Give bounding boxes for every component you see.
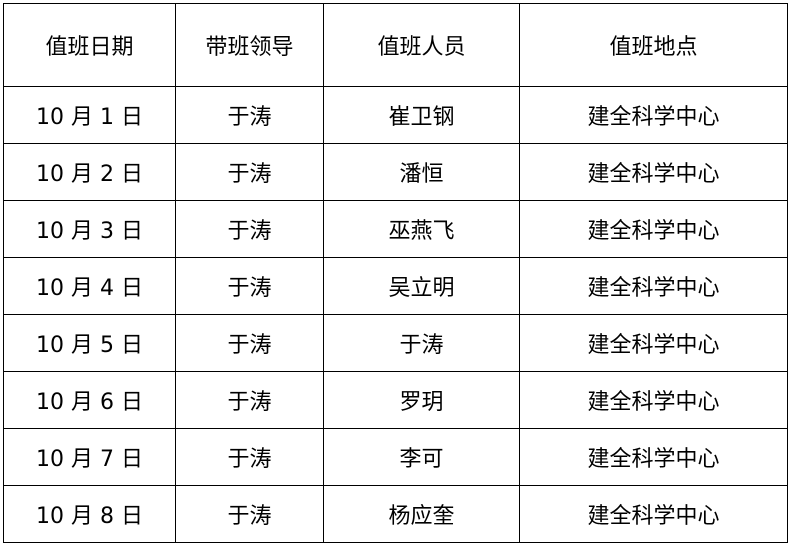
- location-cell: 建全科学中心: [519, 314, 788, 372]
- table-row: 10 月 3 日于涛 巫燕飞 建全科学中心: [3, 200, 788, 258]
- date-cell: 10 月 8 日: [3, 485, 176, 543]
- table-row: 10 月 5 日于涛 于涛 建全科学中心: [3, 314, 788, 372]
- table-row: 10 月 4 日于涛 吴立明 建全科学中心: [3, 257, 788, 315]
- header-staff: 值班人员: [323, 3, 520, 87]
- leader-cell: 于涛: [175, 314, 324, 372]
- leader-cell: 于涛: [175, 257, 324, 315]
- table-row: 10 月 6 日于涛 罗玥 建全科学中心: [3, 371, 788, 429]
- staff-cell: 杨应奎: [323, 485, 520, 543]
- location-cell: 建全科学中心: [519, 485, 788, 543]
- staff-cell: 巫燕飞: [323, 200, 520, 258]
- date-cell: 10 月 1 日: [3, 86, 176, 144]
- staff-cell: 李可: [323, 428, 520, 486]
- location-cell: 建全科学中心: [519, 86, 788, 144]
- staff-cell: 罗玥: [323, 371, 520, 429]
- date-cell: 10 月 3 日: [3, 200, 176, 258]
- duty-schedule-table: 值班日期 带班领导 值班人员 值班地点 10 月 1 日于涛 崔卫钢 建全科学中心 1…: [3, 3, 788, 543]
- leader-cell: 于涛: [175, 143, 324, 201]
- staff-cell: 崔卫钢: [323, 86, 520, 144]
- header-row: 值班日期 带班领导 值班人员 值班地点: [3, 3, 788, 87]
- table-row: 10 月 1 日于涛 崔卫钢 建全科学中心: [3, 86, 788, 144]
- location-cell: 建全科学中心: [519, 257, 788, 315]
- location-cell: 建全科学中心: [519, 143, 788, 201]
- header-date: 值班日期: [3, 3, 176, 87]
- date-cell: 10 月 2 日: [3, 143, 176, 201]
- staff-cell: 于涛: [323, 314, 520, 372]
- location-cell: 建全科学中心: [519, 200, 788, 258]
- table-row: 10 月 8 日于涛 杨应奎 建全科学中心: [3, 485, 788, 543]
- header-location: 值班地点: [519, 3, 788, 87]
- leader-cell: 于涛: [175, 371, 324, 429]
- leader-cell: 于涛: [175, 485, 324, 543]
- date-cell: 10 月 4 日: [3, 257, 176, 315]
- location-cell: 建全科学中心: [519, 371, 788, 429]
- leader-cell: 于涛: [175, 428, 324, 486]
- location-cell: 建全科学中心: [519, 428, 788, 486]
- date-cell: 10 月 5 日: [3, 314, 176, 372]
- date-cell: 10 月 7 日: [3, 428, 176, 486]
- table-row: 10 月 2 日于涛 潘恒 建全科学中心: [3, 143, 788, 201]
- staff-cell: 吴立明: [323, 257, 520, 315]
- header-leader: 带班领导: [175, 3, 324, 87]
- date-cell: 10 月 6 日: [3, 371, 176, 429]
- leader-cell: 于涛: [175, 86, 324, 144]
- staff-cell: 潘恒: [323, 143, 520, 201]
- leader-cell: 于涛: [175, 200, 324, 258]
- table-row: 10 月 7 日于涛 李可 建全科学中心: [3, 428, 788, 486]
